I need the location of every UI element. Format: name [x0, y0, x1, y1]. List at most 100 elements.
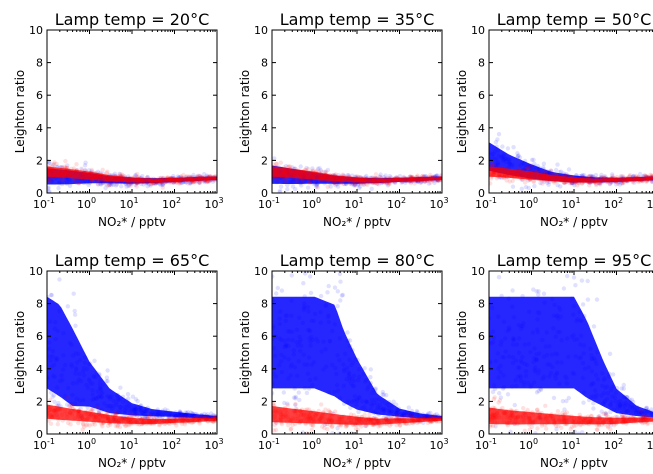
data-point — [421, 178, 426, 183]
data-point — [121, 417, 126, 423]
data-point — [52, 407, 57, 413]
data-point — [90, 387, 95, 393]
data-point — [139, 181, 144, 187]
data-point — [303, 170, 309, 176]
data-point — [522, 342, 528, 347]
data-point — [383, 417, 388, 422]
data-point — [126, 183, 132, 188]
data-point — [568, 175, 573, 180]
data-point — [167, 419, 173, 424]
data-point — [302, 167, 308, 173]
data-point — [579, 176, 585, 181]
data-point — [631, 175, 636, 181]
data-point — [133, 407, 139, 412]
data-point — [171, 176, 177, 181]
data-point — [285, 171, 290, 176]
data-point — [520, 174, 525, 179]
data-point — [407, 411, 412, 416]
data-point — [591, 178, 596, 183]
data-point — [386, 408, 391, 413]
data-point — [604, 384, 610, 389]
data-point — [91, 374, 97, 379]
data-point — [172, 416, 178, 421]
data-point — [348, 420, 353, 425]
data-point — [47, 165, 51, 170]
data-point — [118, 420, 124, 425]
data-point — [425, 413, 430, 418]
data-point — [357, 418, 362, 423]
data-point — [179, 180, 184, 186]
data-point — [146, 419, 151, 424]
data-point — [591, 324, 597, 329]
data-point — [132, 418, 138, 423]
data-point — [371, 176, 377, 181]
data-point — [54, 385, 60, 390]
data-point — [204, 416, 210, 421]
data-point — [538, 180, 543, 186]
data-point — [523, 165, 528, 171]
data-point — [394, 410, 399, 415]
data-point — [345, 423, 350, 428]
data-point — [405, 410, 411, 415]
data-point — [382, 179, 388, 185]
data-point — [209, 414, 214, 419]
data-point — [627, 177, 632, 182]
data-point — [155, 412, 160, 418]
data-point — [154, 178, 159, 183]
data-point — [347, 375, 352, 380]
data-point — [636, 175, 641, 180]
data-point — [646, 175, 651, 180]
data-point — [335, 177, 340, 182]
data-point — [340, 177, 345, 182]
data-point — [291, 352, 296, 357]
y-tick-label: 2 — [478, 154, 485, 167]
data-point — [411, 419, 417, 424]
data-point — [166, 414, 171, 419]
data-point — [49, 414, 54, 420]
data-point — [272, 168, 277, 173]
data-point — [191, 412, 196, 417]
data-point — [319, 349, 324, 354]
data-point — [562, 180, 567, 186]
data-point — [301, 305, 307, 311]
data-point — [535, 407, 540, 412]
data-point — [147, 415, 152, 420]
data-point — [149, 179, 155, 184]
data-point — [491, 396, 497, 402]
data-point — [168, 177, 174, 183]
data-point — [136, 180, 141, 185]
data-point — [92, 422, 98, 427]
data-point — [88, 412, 94, 417]
data-point — [286, 337, 291, 342]
data-point — [184, 413, 189, 418]
data-point — [295, 343, 301, 348]
data-point — [163, 418, 168, 424]
data-point — [213, 415, 217, 421]
data-point — [175, 178, 181, 183]
data-point — [590, 174, 596, 180]
data-point — [279, 359, 284, 364]
data-point — [190, 411, 195, 417]
data-point — [352, 182, 357, 187]
data-point — [308, 176, 314, 181]
data-point — [182, 422, 188, 427]
data-point — [365, 182, 370, 187]
data-point — [82, 163, 88, 168]
data-point — [172, 177, 178, 183]
data-point — [365, 399, 370, 405]
data-point — [645, 176, 650, 181]
data-point — [608, 177, 614, 182]
data-point — [420, 173, 425, 179]
data-point — [205, 419, 210, 424]
data-point — [541, 165, 546, 170]
data-point — [83, 169, 89, 175]
data-point — [47, 418, 51, 423]
data-point — [209, 175, 215, 180]
data-point — [594, 179, 599, 184]
data-point — [426, 417, 431, 422]
data-point — [409, 179, 414, 184]
data-point — [549, 352, 555, 357]
data-point — [513, 378, 518, 383]
data-point — [533, 357, 539, 362]
data-point — [546, 176, 551, 181]
